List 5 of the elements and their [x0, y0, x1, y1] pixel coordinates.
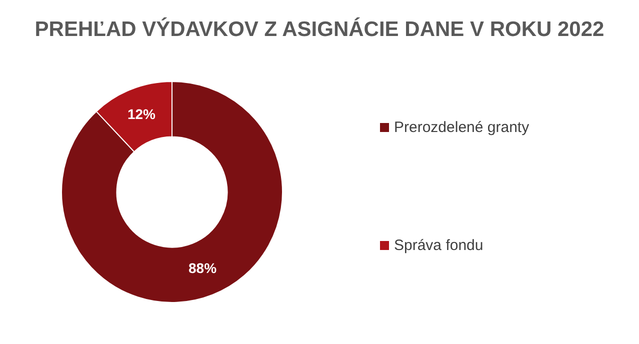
legend-label: Prerozdelené granty	[394, 118, 530, 136]
data-label: 12%	[127, 106, 156, 122]
chart-title: PREHĽAD VÝDAVKOV Z ASIGNÁCIE DANE V ROKU 2022	[34, 18, 606, 42]
legend-label: Správa fondu	[394, 236, 484, 254]
data-label: 88%	[188, 260, 218, 276]
